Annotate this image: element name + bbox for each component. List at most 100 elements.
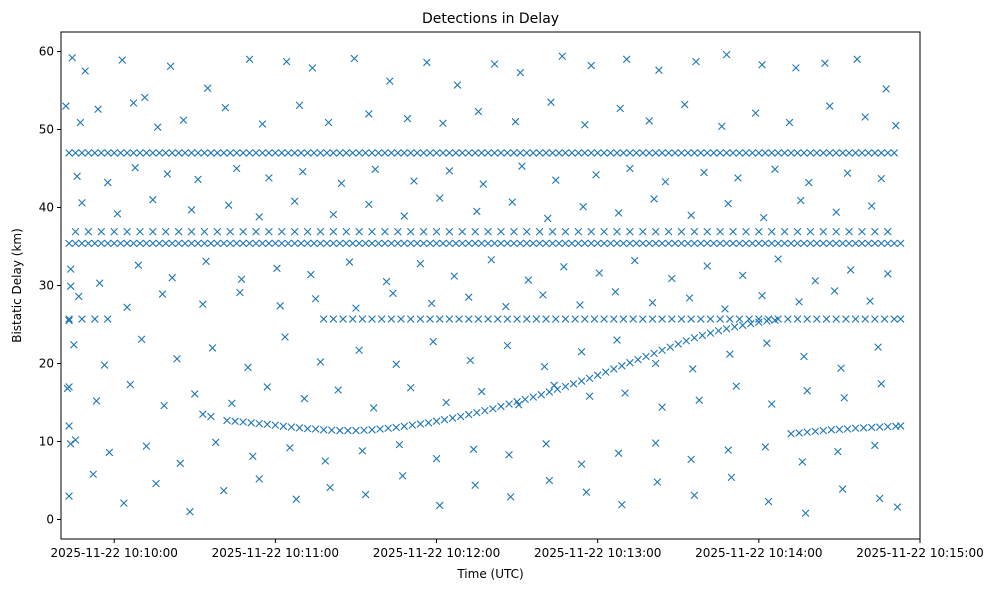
scatter-point-clutter-line-47km — [606, 149, 615, 157]
scatter-point-clutter-line-35km — [684, 239, 692, 248]
scatter-point-noise-detections — [853, 55, 861, 64]
scatter-point-noise-detections — [861, 113, 869, 121]
scatter-point-clutter-line-37km — [806, 227, 815, 236]
scatter-point-clutter-line-35km — [310, 239, 318, 248]
scatter-point-noise-detections — [687, 455, 695, 464]
scatter-point-secondary-track — [851, 424, 860, 433]
scatter-point-clutter-line-47km — [355, 149, 363, 157]
scatter-point-clutter-line-37km — [252, 227, 260, 236]
scatter-point-clutter-line-35km — [200, 239, 209, 248]
scatter-point-noise-detections — [199, 300, 207, 309]
scatter-point-clutter-line-47km — [832, 149, 840, 157]
scatter-point-secondary-track — [867, 423, 876, 432]
scatter-point-clutter-line-47km — [626, 149, 634, 157]
scatter-point-clutter-line-47km — [671, 149, 679, 157]
scatter-point-clutter-line-37km — [664, 227, 673, 236]
scatter-point-noise-detections — [883, 270, 892, 278]
scatter-point-clutter-line-37km — [548, 227, 557, 236]
scatter-point-noise-detections — [73, 172, 81, 181]
scatter-point-noise-detections — [763, 339, 771, 348]
scatter-point-clutter-line-35km — [606, 239, 615, 248]
scatter-point-clutter-line-25km — [406, 315, 415, 323]
scatter-point-noise-detections — [311, 294, 320, 303]
scatter-point-target-track — [577, 377, 586, 385]
scatter-point-target-track — [440, 415, 449, 424]
scatter-point-noise-detections — [661, 177, 670, 186]
scatter-point-noise-detections — [282, 57, 291, 66]
scatter-point-clutter-line-35km — [245, 239, 254, 248]
scatter-point-noise-detections — [542, 440, 550, 448]
scatter-point-noise-detections — [273, 264, 281, 273]
scatter-point-noise-detections — [738, 271, 747, 280]
scatter-point-noise-detections — [326, 483, 334, 492]
scatter-point-clutter-line-35km — [116, 239, 125, 248]
scatter-point-noise-detections — [94, 105, 102, 114]
scatter-point-noise-detections — [337, 179, 346, 188]
scatter-point-target-track — [497, 402, 505, 411]
scatter-point-noise-detections — [292, 495, 301, 504]
scatter-point-clutter-line-47km — [813, 149, 821, 157]
scatter-point-noise-detections — [66, 282, 75, 291]
scatter-point-target-track — [481, 406, 489, 415]
scatter-point-clutter-line-35km — [561, 239, 570, 248]
scatter-point-clutter-line-47km — [580, 149, 589, 157]
scatter-point-clutter-line-47km — [219, 149, 228, 157]
scatter-point-noise-detections — [792, 64, 800, 72]
scatter-point-clutter-line-35km — [806, 239, 815, 248]
scatter-point-noise-detections — [100, 361, 109, 369]
scatter-point-clutter-line-35km — [819, 239, 828, 248]
scatter-point-clutter-line-47km — [200, 149, 209, 157]
scatter-point-noise-detections — [81, 67, 89, 75]
scatter-point-noise-detections — [113, 209, 122, 218]
scatter-point-noise-detections — [700, 168, 708, 177]
scatter-point-clutter-line-37km — [522, 227, 531, 236]
scatter-point-clutter-line-25km — [551, 315, 560, 323]
scatter-point-clutter-line-37km — [793, 227, 802, 236]
scatter-point-noise-detections — [202, 257, 210, 266]
scatter-point-clutter-line-37km — [574, 227, 583, 236]
scatter-point-noise-detections — [843, 169, 852, 177]
scatter-point-clutter-line-37km — [239, 227, 247, 236]
scatter-point-target-track — [529, 393, 537, 401]
scatter-point-noise-detections — [160, 401, 168, 410]
scatter-point-clutter-line-35km — [181, 239, 189, 248]
scatter-point-clutter-line-35km — [703, 239, 712, 248]
scatter-point-noise-detections — [734, 174, 742, 182]
scatter-point-noise-detections — [877, 379, 886, 388]
scatter-point-noise-detections — [724, 199, 733, 208]
scatter-point-clutter-line-47km — [742, 149, 750, 157]
scatter-point-clutter-line-47km — [181, 149, 189, 157]
scatter-point-target-track — [658, 346, 666, 355]
scatter-point-clutter-line-47km — [522, 149, 531, 157]
scatter-point-clutter-line-35km — [722, 239, 731, 248]
scatter-point-clutter-line-35km — [84, 239, 93, 248]
scatter-point-clutter-line-37km — [445, 227, 454, 236]
scatter-point-target-track — [537, 390, 546, 399]
scatter-point-clutter-line-35km — [252, 239, 260, 248]
scatter-point-clutter-line-35km — [329, 239, 338, 248]
scatter-point-clutter-line-47km — [155, 149, 164, 157]
scatter-point-noise-detections — [365, 110, 373, 118]
scatter-point-clutter-line-35km — [677, 239, 686, 248]
scatter-point-clutter-line-35km — [593, 239, 602, 248]
scatter-point-noise-detections — [580, 121, 589, 129]
scatter-point-noise-detections — [290, 197, 299, 206]
scatter-point-noise-detections — [442, 398, 450, 407]
scatter-point-clutter-line-35km — [464, 239, 473, 248]
scatter-point-noise-detections — [658, 403, 666, 411]
scatter-point-noise-detections — [324, 118, 333, 127]
scatter-point-noise-detections — [307, 270, 315, 279]
scatter-point-clutter-line-35km — [103, 239, 112, 248]
scatter-point-clutter-line-47km — [697, 149, 705, 157]
scatter-point-noise-detections — [579, 202, 587, 211]
scatter-point-noise-detections — [874, 343, 882, 351]
scatter-point-clutter-line-35km — [542, 239, 550, 248]
scatter-point-clutter-line-25km — [803, 315, 811, 323]
x-tick-label: 2025-11-22 10:10:00 — [50, 546, 177, 560]
scatter-point-clutter-line-47km — [574, 149, 583, 157]
scatter-point-clutter-line-35km — [845, 239, 853, 248]
scatter-point-clutter-line-35km — [239, 239, 247, 248]
scatter-point-clutter-line-25km — [426, 315, 434, 323]
scatter-point-noise-detections — [126, 380, 135, 389]
scatter-point-noise-detections — [65, 383, 73, 391]
